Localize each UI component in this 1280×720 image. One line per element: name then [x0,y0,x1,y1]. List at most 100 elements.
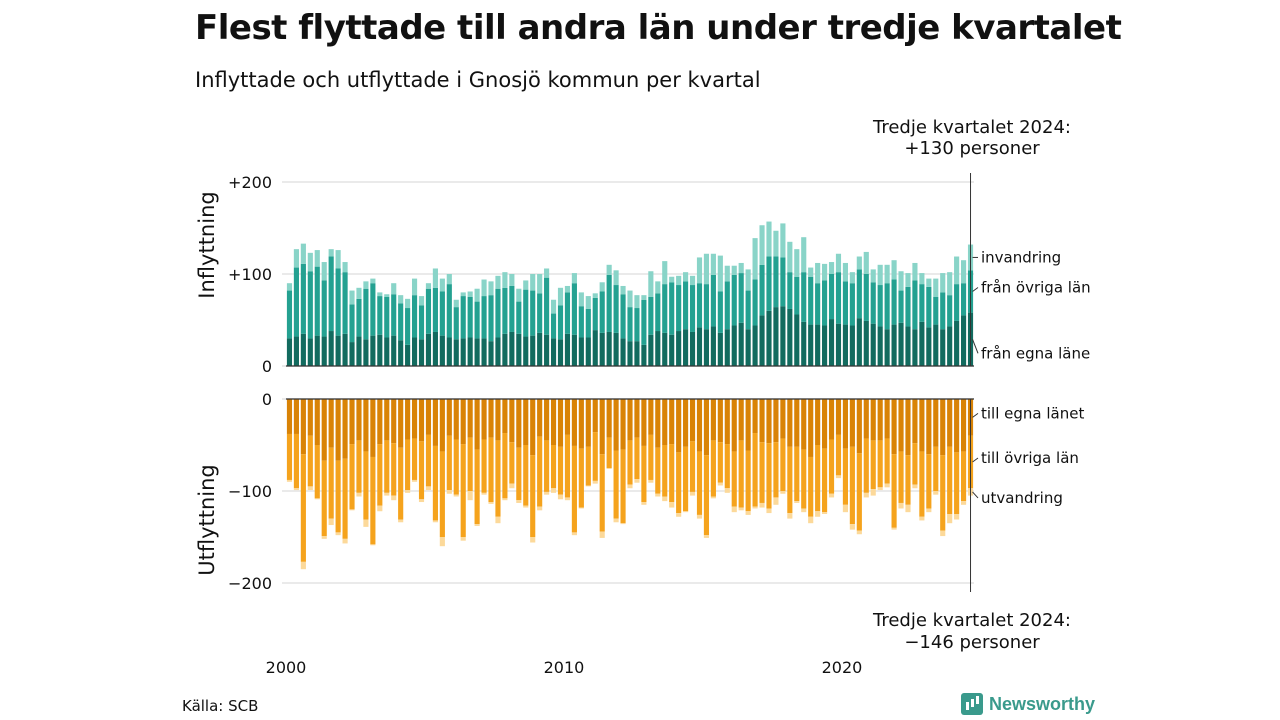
bar-segment [655,447,661,494]
bar-segment [342,538,348,544]
bar-segment [474,449,480,525]
bar-segment [481,338,487,366]
bar-segment [877,285,883,327]
bar-segment [703,329,710,366]
bar-segment [745,329,751,366]
bar-segment [634,437,640,480]
bar-segment [926,278,932,287]
bar-segment [815,262,821,284]
bar-segment [349,399,355,445]
bar-segment [509,399,515,443]
bar-segment [495,288,501,338]
bar-segment [606,437,612,468]
bar-segment [669,399,675,445]
bar-segment [606,331,612,366]
bar-segment [405,344,411,366]
bar-segment [377,399,383,445]
bar-segment [321,280,327,337]
bar-segment [495,440,501,517]
series-label: från övriga län [981,278,1091,296]
bar-segment [446,490,452,494]
bar-segment [634,341,640,366]
bar-segment [766,310,772,366]
bar-segment [342,458,348,539]
bar-segment [502,498,508,501]
bar-segment [662,261,668,285]
bar-segment [321,460,327,537]
bar-segment [940,329,946,366]
bar-segment [856,318,862,366]
bar-segment [947,514,953,524]
bar-segment [801,272,807,322]
bar-segment [863,492,869,498]
bar-segment [335,268,341,336]
bar-segment [411,337,418,366]
bar-segment [405,308,411,345]
bar-segment [356,336,362,366]
bar-segment [766,508,772,514]
bar-segment [696,283,703,328]
bar-segment [307,399,313,436]
bar-segment [384,440,390,493]
bar-segment [356,440,362,493]
bar-segment [391,443,397,496]
bar-segment [780,491,786,494]
bar-segment [703,535,710,538]
bar-segment [689,285,696,332]
bar-segment [467,491,473,501]
bar-segment [856,256,862,270]
bar-segment [439,335,445,366]
bar-segment [947,272,953,296]
bar-segment [849,325,855,366]
bar-segment [703,399,710,456]
series-label-leader [972,339,979,354]
bar-segment [794,501,800,503]
bar-segment [933,324,939,366]
bar-segment [759,399,765,443]
bar-segment [828,319,835,366]
bar-segment [634,399,640,438]
bar-segment [703,455,710,536]
bar-segment [523,280,529,290]
bar-segment [516,333,522,366]
bar-segment [898,399,904,452]
bar-segment [321,336,327,366]
x-tick-label: 2010 [544,658,585,677]
bar-segment [961,315,967,366]
bar-segment [453,299,459,308]
bar-segment [467,437,473,491]
bar-segment [578,306,584,338]
bar-segment [731,399,737,452]
bar-segment [370,399,376,457]
bar-segment [550,313,557,339]
bar-segment [752,506,758,509]
bar-segment [467,399,473,438]
bar-segment [662,284,668,333]
bar-segment [856,453,862,531]
bar-segment [801,508,807,513]
bar-segment [822,280,828,326]
bar-segment [759,225,765,265]
bar-segment [363,281,369,289]
bar-segment [808,276,814,325]
bar-segment [717,291,723,333]
bar-segment [544,491,550,495]
bar-segment [849,524,855,530]
bar-segment [842,448,848,505]
bar-segment [933,446,939,491]
bar-segment [488,399,494,438]
bar-segment [717,399,723,443]
bar-segment [391,335,397,366]
bar-segment [599,399,605,455]
bar-segment [954,284,960,321]
series-label: invandring [981,248,1061,266]
bar-segment [384,399,390,441]
bar-segment [411,479,418,482]
bar-segment [606,468,612,469]
bar-segment [439,278,445,292]
bar-segment [537,293,543,333]
bar-segment [828,262,835,274]
bar-segment [523,336,529,366]
bar-segment [453,307,459,340]
bar-segment [592,297,598,331]
